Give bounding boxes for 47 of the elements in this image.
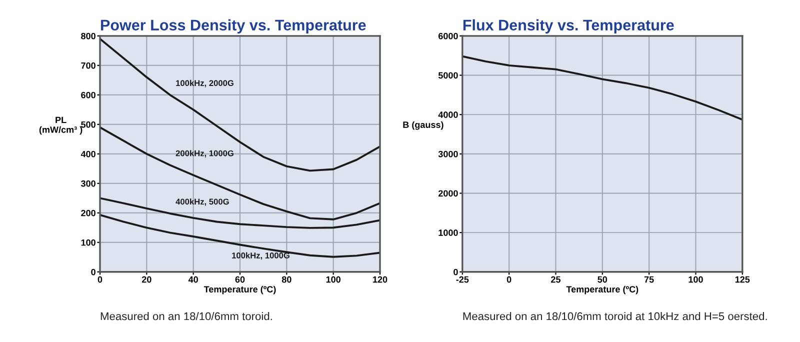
- y-tick-label: 0: [454, 268, 458, 276]
- x-tick-label: 75: [644, 276, 654, 283]
- x-axis-title: Temperature (ºC): [204, 286, 276, 294]
- y-tick-label: 500: [81, 121, 96, 128]
- y-tick-label: 300: [80, 180, 96, 187]
- line-series: [100, 214, 380, 258]
- x-tick-label: 125: [735, 276, 750, 283]
- line-series: [100, 38, 380, 172]
- x-tick-label: 0: [506, 276, 512, 283]
- y-tick-label: 4000: [438, 112, 458, 118]
- y-tick-label: 800: [81, 32, 96, 40]
- line-series: [100, 197, 380, 229]
- x-tick-label: 50: [598, 276, 608, 283]
- series-label: 100kHz, 2000G: [176, 80, 234, 88]
- x-tick-label: 20: [142, 276, 152, 283]
- series-label: 200kHz, 1000G: [176, 150, 234, 158]
- x-tick-label: 80: [282, 276, 292, 283]
- y-tick-label: 3000: [438, 150, 458, 158]
- y-tick-label: 100: [81, 239, 96, 246]
- chart-title: Flux Density vs. Temperature: [463, 19, 674, 34]
- y-tick-label: 200: [81, 210, 96, 216]
- y-tick-label: 2000: [438, 190, 458, 197]
- y-tick-label: 400: [80, 150, 96, 158]
- x-tick-label: 100: [326, 276, 340, 283]
- y-tick-label: 1000: [438, 230, 458, 236]
- x-tick-label: 0: [98, 276, 102, 283]
- text: Measured on an 18/10/6mm toroid at 10kHz and H=5 oersted.: [463, 312, 767, 320]
- chart-title: Power Loss Density vs. Temperature: [101, 19, 366, 34]
- x-tick-label: 25: [551, 276, 561, 283]
- text: Measured on an 18/10/6mm toroid.: [100, 312, 272, 320]
- series-label: 100kHz, 1000G: [232, 252, 290, 260]
- y-tick-label: 6000: [438, 32, 458, 40]
- y-tick-label: 5000: [438, 72, 458, 79]
- x-tick-label: 120: [373, 276, 388, 283]
- x-tick-label: 60: [235, 276, 245, 283]
- y-axis-title: B (gauss): [403, 121, 444, 130]
- y-tick-label: 700: [81, 62, 96, 69]
- line-series: [462, 55, 742, 121]
- y-axis-title: PL (mW/cm³ ): [39, 116, 82, 135]
- x-axis-title: Temperature (ºC): [566, 286, 638, 294]
- x-tick-label: 100: [688, 276, 703, 283]
- line-series: [100, 126, 380, 220]
- series-label: 400kHz, 500G: [176, 198, 229, 206]
- x-tick-label: 40: [188, 276, 198, 283]
- y-tick-label: 600: [81, 92, 96, 98]
- x-tick-label: -25: [456, 276, 469, 283]
- y-tick-label: 0: [91, 268, 96, 276]
